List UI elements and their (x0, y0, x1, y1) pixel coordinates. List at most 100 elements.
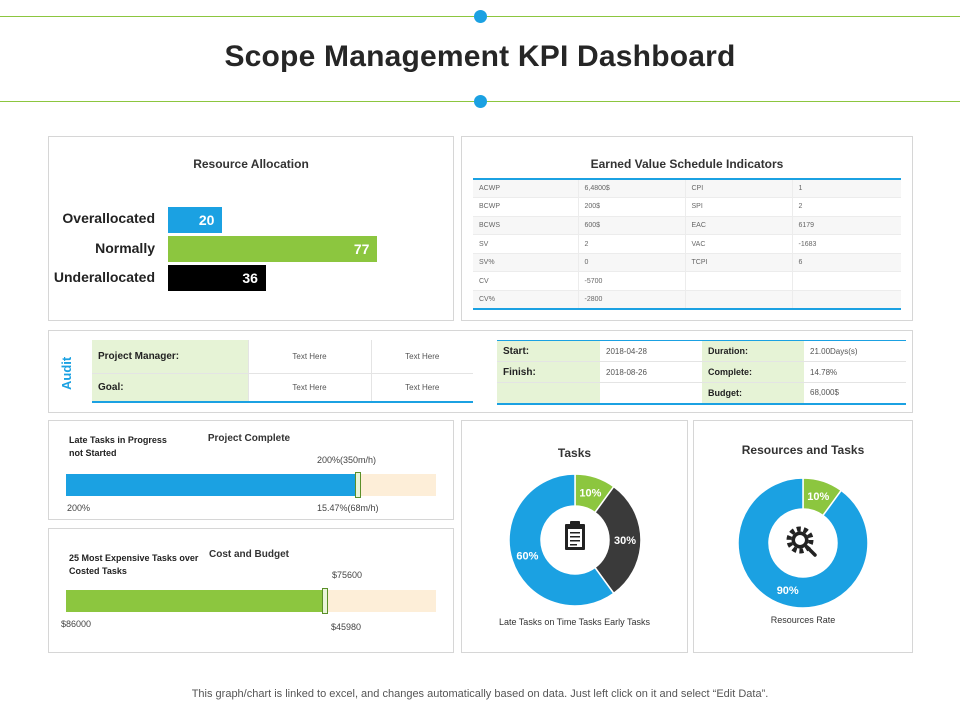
audit-value-cell: Text Here (247, 340, 371, 374)
schedule-key-budget: Budget: (702, 382, 804, 404)
donut-value-label: 10% (807, 491, 829, 503)
table-row: ACWP 6,4800$ CPI 1 (473, 179, 901, 199)
table-cell: CV% (473, 290, 579, 310)
ra-bar-underallocated: 36 (168, 265, 266, 291)
cost-budget-left-label: 25 Most Expensive Tasks over Costed Task… (69, 553, 199, 576)
cost-budget-handle[interactable] (322, 588, 328, 614)
resources-tasks-caption: Resources Rate (770, 615, 836, 625)
schedule-value-empty (600, 382, 702, 404)
ra-label-underallocated: Underallocated (53, 269, 155, 285)
table-cell: VAC (685, 234, 793, 254)
table-cell: -1683 (792, 234, 901, 254)
table-cell: EAC (685, 216, 793, 236)
audit-key-goal: Goal: (92, 373, 248, 403)
audit-label: Audit (59, 356, 74, 390)
table-row: Project Manager: Text Here Text Here (92, 340, 473, 374)
cost-budget-panel: 25 Most Expensive Tasks over Costed Task… (48, 528, 454, 653)
donut-value-label: 10% (579, 487, 601, 499)
schedule-key-empty (497, 382, 600, 404)
donut-slice (737, 477, 869, 609)
table-cell: SV% (473, 253, 579, 273)
project-complete-track (66, 472, 436, 498)
earned-value-title: Earned Value Schedule Indicators (590, 157, 784, 171)
table-row: Budget: 68,000$ (497, 382, 906, 404)
donut-slice (508, 473, 615, 607)
schedule-value-complete: 14.78% (804, 361, 906, 383)
ra-value-normally: 77 (353, 241, 370, 257)
table-cell (792, 290, 901, 310)
table-cell: 2 (578, 234, 686, 254)
table-cell: 0 (578, 253, 686, 273)
footer-note: This graph/chart is linked to excel, and… (191, 688, 769, 700)
table-cell: 6179 (792, 216, 901, 236)
table-cell: -5700 (578, 271, 686, 292)
table-cell: TCPI (685, 253, 793, 273)
resources-donut-chart: 10% 90% (737, 477, 869, 609)
donut-value-label: 90% (777, 585, 799, 597)
donut-slice (593, 485, 642, 595)
table-row: BCWS 600$ EAC 6179 (473, 216, 901, 236)
table-row: CV -5700 (473, 271, 901, 292)
schedule-value-duration: 21.00Days(s) (804, 340, 906, 362)
schedule-table: Start: 2018-04-28 Duration: 21.00Days(s)… (497, 340, 906, 405)
table-cell: SV (473, 234, 579, 254)
resources-tasks-title: Resources and Tasks (741, 443, 865, 457)
schedule-key-start: Start: (497, 340, 600, 362)
tasks-title: Tasks (557, 446, 592, 460)
ra-bar-normally: 77 (168, 236, 378, 262)
table-cell: 200$ (578, 197, 686, 217)
table-cell (685, 290, 793, 310)
table-cell: ACWP (473, 179, 579, 199)
schedule-key-complete: Complete: (702, 361, 804, 383)
table-cell: SPI (685, 197, 793, 217)
table-row: SV 2 VAC -1683 (473, 234, 901, 254)
table-cell: -2800 (578, 290, 686, 310)
project-complete-panel: Late Tasks in Progress not Started Proje… (48, 420, 454, 520)
table-cell: 1 (792, 179, 901, 199)
ra-label-normally: Normally (95, 240, 155, 256)
resources-tasks-panel: Resources and Tasks 10% 90% Resources Rat… (693, 420, 913, 653)
table-cell: CPI (685, 179, 793, 199)
project-complete-handle[interactable] (355, 472, 362, 498)
cost-budget-top-label: $75600 (332, 570, 363, 580)
project-complete-bottom-left: 200% (67, 503, 91, 513)
donut-value-label: 60% (516, 550, 538, 562)
tasks-panel: Tasks 10% 30% 60% Late Tasks on Time Tasks… (461, 420, 688, 653)
table-cell: 6 (792, 253, 901, 273)
ra-label-overallocated: Overallocated (62, 210, 155, 226)
schedule-value-start: 2018-04-28 (600, 340, 702, 362)
clipboard-icon (565, 521, 585, 550)
project-complete-bottom-right: 15.47%(68m/h) (317, 503, 379, 513)
cost-budget-track (66, 588, 436, 614)
tasks-donut-chart: 10% 30% 60% (508, 473, 642, 607)
project-complete-title: Project Complete (207, 433, 291, 444)
audit-table: Project Manager: Text Here Text Here Goa… (92, 340, 473, 403)
audit-value-cell: Text Here (247, 373, 371, 403)
cost-budget-title: Cost and Budget (209, 549, 289, 560)
table-row: Finish: 2018-08-26 Complete: 14.78% (497, 361, 906, 383)
earned-value-table: ACWP 6,4800$ CPI 1 BCWP 200$ SPI 2 BCWS 600$ EAC… (473, 178, 901, 311)
earned-value-panel: Earned Value Schedule Indicators ACWP 6,4… (461, 136, 913, 321)
table-cell: BCWP (473, 197, 579, 217)
page-title: Scope Management KPI Dashboard (224, 40, 736, 73)
ra-value-underallocated: 36 (242, 270, 258, 286)
donut-value-label: 30% (614, 535, 636, 547)
tasks-caption: Late Tasks on Time Tasks Early Tasks (498, 617, 651, 627)
table-cell: CV (473, 271, 579, 292)
audit-panel: Audit Project Manager: Text Here Text He… (48, 330, 913, 413)
table-row: Goal: Text Here Text Here (92, 373, 473, 403)
audit-value-cell: Text Here (370, 373, 473, 403)
schedule-value-finish: 2018-08-26 (600, 361, 702, 383)
table-row: CV% -2800 (473, 290, 901, 310)
table-row: Start: 2018-04-28 Duration: 21.00Days(s) (497, 340, 906, 362)
table-cell: BCWS (473, 216, 579, 236)
ra-value-overallocated: 20 (198, 212, 215, 228)
schedule-key-duration: Duration: (702, 340, 804, 362)
table-cell (792, 271, 901, 292)
ra-bar-overallocated: 20 (168, 207, 223, 233)
project-complete-left-label: Late Tasks in Progress not Started (69, 435, 167, 458)
resource-allocation-title: Resource Allocation (193, 157, 309, 171)
audit-value-cell: Text Here (370, 340, 473, 374)
header-dot-top (474, 10, 487, 23)
cost-budget-bottom-left: $86000 (61, 619, 92, 629)
